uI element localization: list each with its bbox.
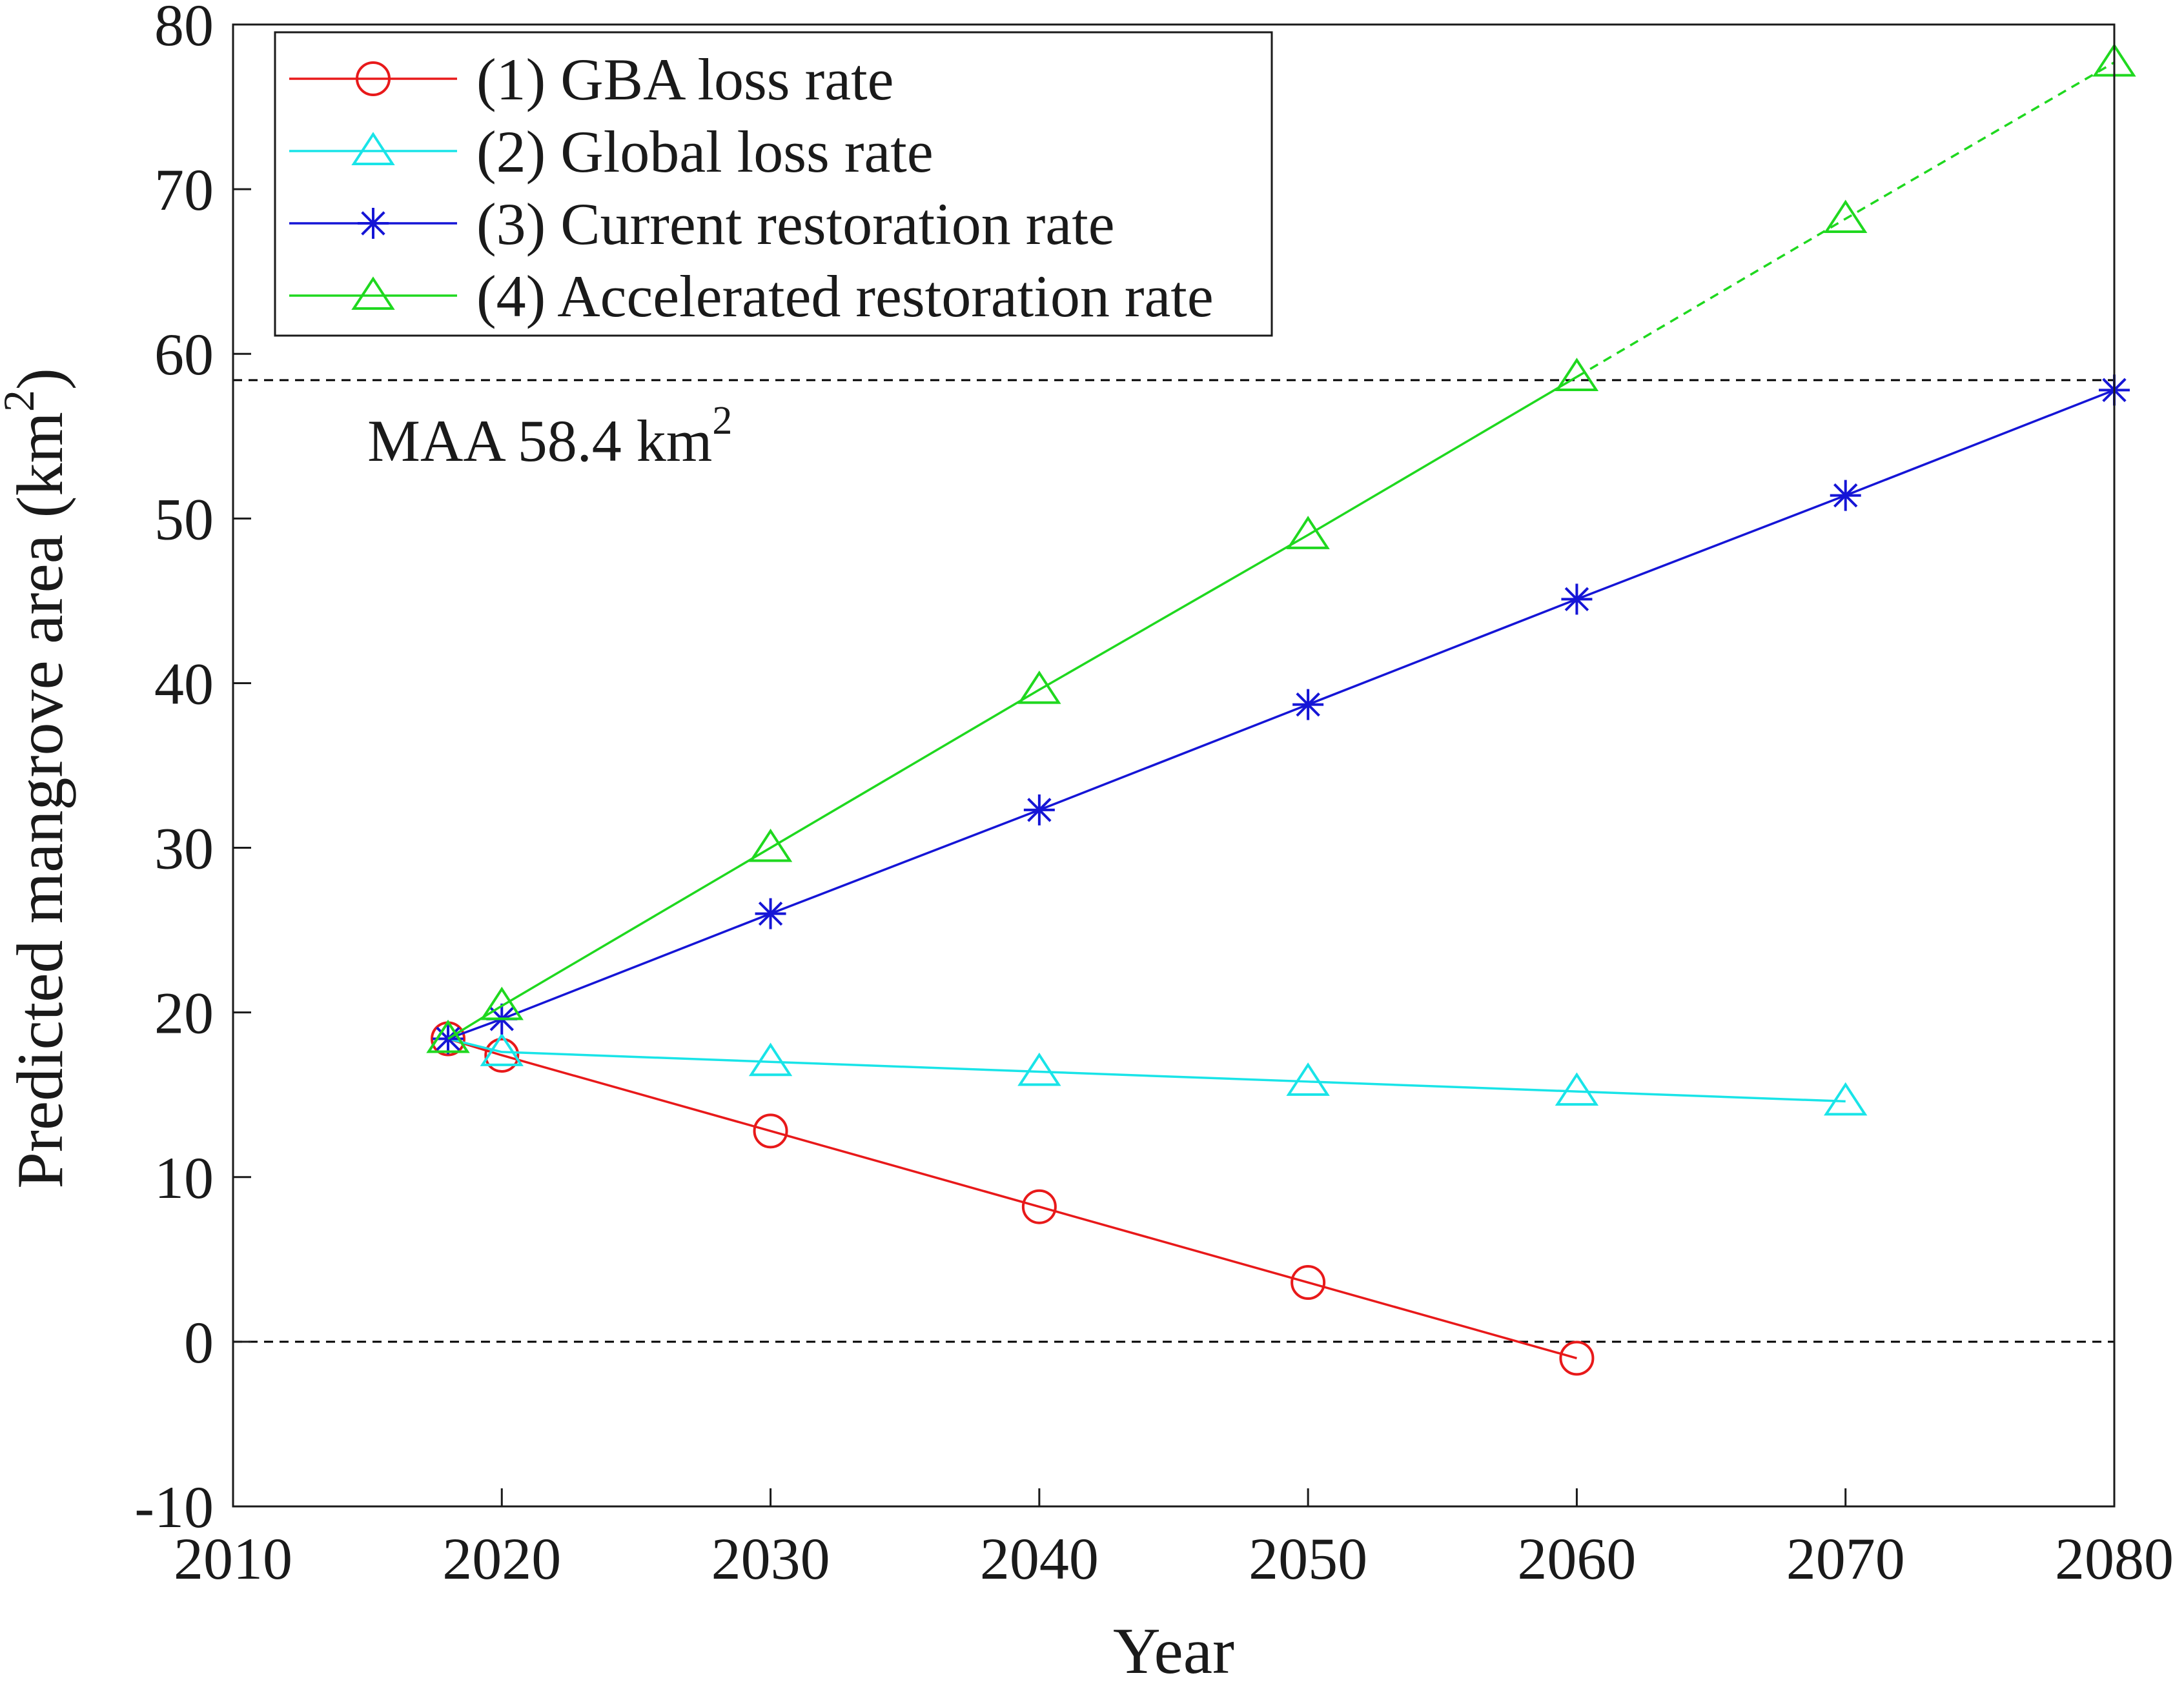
reference-lines bbox=[233, 379, 2114, 1343]
data-point-global-loss bbox=[748, 1042, 793, 1077]
legend-marker-gba-loss bbox=[356, 61, 391, 96]
y-tick-label: 50 bbox=[154, 486, 214, 552]
legend-label: (3) Current restoration rate bbox=[476, 191, 1115, 257]
data-point-gba-loss bbox=[1559, 1341, 1595, 1376]
legend-item-gba-loss: (1) GBA loss rate bbox=[289, 46, 893, 112]
legend-label: (1) GBA loss rate bbox=[476, 46, 893, 112]
axes bbox=[232, 23, 2116, 1508]
axis-labels: Year Predicted mangrove area (km2) bbox=[0, 368, 1234, 1688]
data-point-accelerated-restoration bbox=[1017, 670, 1061, 704]
data-point-global-loss bbox=[1286, 1062, 1330, 1096]
x-tick-label: 2030 bbox=[711, 1526, 830, 1592]
data-point-accelerated-restoration bbox=[1555, 358, 1599, 391]
y-axis-label-main: Predicted mangrove area (km bbox=[4, 412, 77, 1189]
data-point-global-loss bbox=[1824, 1082, 1868, 1116]
y-tick-label: 30 bbox=[154, 816, 214, 882]
y-axis-label-superscript: 2 bbox=[0, 390, 43, 412]
tick-labels: 2010 2020 2030 2040 2050 2060 2070 2080-1001020… bbox=[134, 0, 2174, 1592]
y-tick-label: 40 bbox=[154, 651, 214, 716]
data-point-current-restoration bbox=[1292, 689, 1324, 720]
legend-item-accelerated-restoration: (4) Accelerated restoration rate bbox=[289, 263, 1214, 329]
legend-label: (2) Global loss rate bbox=[476, 119, 934, 185]
series-line-accelerated-restoration bbox=[447, 376, 1578, 1040]
y-tick-label: 60 bbox=[154, 321, 214, 387]
x-tick-label: 2060 bbox=[1517, 1526, 1636, 1592]
series-dashed-line-accelerated-restoration bbox=[1576, 61, 2115, 378]
y-tick-label: 80 bbox=[154, 0, 214, 58]
x-tick-label: 2010 bbox=[174, 1526, 292, 1592]
series-line-gba-loss bbox=[447, 1037, 1577, 1360]
legend-marker-accelerated-restoration bbox=[351, 276, 395, 310]
series-line-current-restoration bbox=[447, 389, 2115, 1040]
y-tick-label: 10 bbox=[154, 1145, 214, 1211]
x-tick-label: 2020 bbox=[442, 1526, 561, 1592]
data-point-gba-loss bbox=[753, 1113, 788, 1149]
x-tick-label: 2050 bbox=[1249, 1526, 1367, 1592]
data-point-accelerated-restoration bbox=[426, 1019, 470, 1053]
data-point-global-loss bbox=[480, 1033, 524, 1066]
series-line-global-loss bbox=[447, 1037, 1846, 1103]
legend-box bbox=[274, 31, 1273, 337]
legend: (1) GBA loss rate (2) Global loss rate(3)… bbox=[274, 31, 1273, 337]
data-point-current-restoration bbox=[1023, 794, 1055, 825]
data-point-accelerated-restoration bbox=[1286, 516, 1330, 549]
data-point-accelerated-restoration bbox=[748, 828, 793, 862]
y-axis-label: Predicted mangrove area (km2) bbox=[0, 368, 77, 1189]
maa-annotation: MAA 58.4 km2 bbox=[367, 399, 732, 474]
data-point-global-loss bbox=[1017, 1052, 1061, 1086]
x-tick-label: 2070 bbox=[1786, 1526, 1905, 1592]
legend-item-global-loss: (2) Global loss rate bbox=[289, 119, 934, 185]
data-point-gba-loss bbox=[1021, 1189, 1057, 1224]
plot-area-frame bbox=[232, 23, 2116, 1508]
legend-marker-current-restoration bbox=[358, 208, 389, 239]
legend-item-current-restoration: (3) Current restoration rate bbox=[289, 191, 1115, 257]
series-layer bbox=[426, 43, 2136, 1376]
y-tick-label: 0 bbox=[184, 1310, 214, 1375]
maa-annotation-superscript: 2 bbox=[712, 399, 732, 443]
annotation: MAA 58.4 km2 bbox=[367, 399, 732, 474]
data-point-global-loss bbox=[1555, 1072, 1599, 1106]
x-tick-label: 2040 bbox=[980, 1526, 1099, 1592]
series-global-loss bbox=[426, 1019, 1868, 1116]
y-tick-label: 20 bbox=[154, 980, 214, 1046]
legend-marker-global-loss bbox=[351, 132, 395, 165]
y-axis-label-close: ) bbox=[4, 368, 77, 390]
data-point-current-restoration bbox=[1830, 480, 1861, 511]
x-axis-label: Year bbox=[1113, 1615, 1234, 1688]
y-tick-label: 70 bbox=[154, 157, 214, 223]
data-point-gba-loss bbox=[484, 1037, 520, 1073]
data-point-current-restoration bbox=[755, 898, 786, 929]
series-gba-loss bbox=[431, 1021, 1595, 1376]
data-point-accelerated-restoration bbox=[480, 986, 524, 1020]
series-current-restoration bbox=[433, 374, 2130, 1055]
data-point-current-restoration bbox=[1561, 583, 1593, 615]
maa-annotation-main: MAA 58.4 km bbox=[367, 408, 712, 474]
data-point-accelerated-restoration bbox=[1824, 199, 1868, 234]
y-tick-label: -10 bbox=[134, 1474, 214, 1540]
data-point-gba-loss bbox=[1291, 1265, 1326, 1301]
legend-label: (4) Accelerated restoration rate bbox=[476, 263, 1214, 329]
x-tick-label: 2080 bbox=[2055, 1526, 2174, 1592]
